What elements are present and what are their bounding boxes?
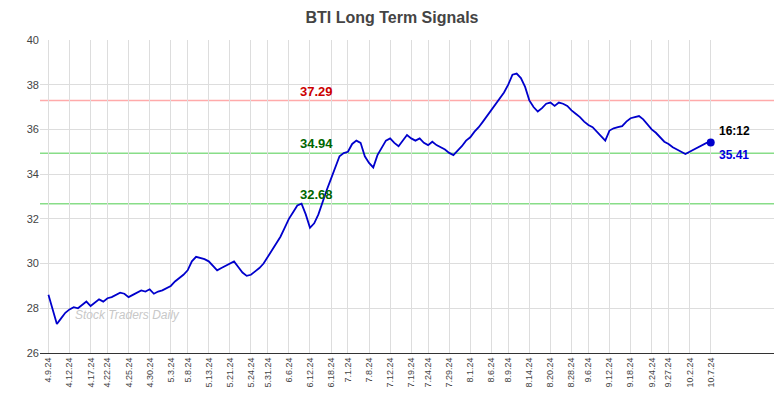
svg-text:9.24.24: 9.24.24 [647, 358, 657, 388]
svg-text:7.29.24: 7.29.24 [444, 358, 454, 388]
svg-text:4.12.24: 4.12.24 [64, 358, 74, 388]
svg-text:4.30.24: 4.30.24 [145, 358, 155, 388]
svg-text:BTI Long Term Signals: BTI Long Term Signals [305, 9, 478, 26]
svg-text:4.22.24: 4.22.24 [102, 358, 112, 388]
svg-text:6.6.24: 6.6.24 [284, 358, 294, 383]
svg-text:5.13.24: 5.13.24 [204, 358, 214, 388]
svg-text:40: 40 [27, 34, 39, 46]
svg-text:36: 36 [27, 123, 39, 135]
svg-text:8.1.24: 8.1.24 [465, 358, 475, 383]
svg-text:10.2.24: 10.2.24 [685, 358, 695, 388]
svg-text:8.6.24: 8.6.24 [486, 358, 496, 383]
svg-text:5.24.24: 5.24.24 [246, 358, 256, 388]
svg-text:5.8.24: 5.8.24 [183, 358, 193, 383]
svg-text:5.3.24: 5.3.24 [166, 358, 176, 383]
svg-text:7.19.24: 7.19.24 [406, 358, 416, 388]
svg-text:9.6.24: 9.6.24 [583, 358, 593, 383]
svg-text:8.14.24: 8.14.24 [524, 358, 534, 388]
svg-text:34.94: 34.94 [300, 136, 333, 151]
svg-text:7.12.24: 7.12.24 [385, 358, 395, 388]
svg-text:8.28.24: 8.28.24 [566, 358, 576, 388]
svg-text:Stock Traders Daily: Stock Traders Daily [75, 308, 180, 322]
svg-text:6.18.24: 6.18.24 [326, 358, 336, 388]
svg-text:28: 28 [27, 302, 39, 314]
svg-text:38: 38 [27, 79, 39, 91]
svg-text:37.29: 37.29 [300, 84, 333, 99]
svg-text:9.27.24: 9.27.24 [663, 358, 673, 388]
svg-text:8.20.24: 8.20.24 [545, 358, 555, 388]
svg-text:4.25.24: 4.25.24 [124, 358, 134, 388]
svg-text:9.18.24: 9.18.24 [625, 358, 635, 388]
svg-text:16:12: 16:12 [719, 124, 750, 138]
svg-text:34: 34 [27, 168, 39, 180]
svg-text:10.7.24: 10.7.24 [706, 358, 716, 388]
svg-text:8.9.24: 8.9.24 [503, 358, 513, 383]
svg-text:5.31.24: 5.31.24 [263, 358, 273, 388]
svg-text:26: 26 [27, 347, 39, 359]
svg-text:4.17.24: 4.17.24 [86, 358, 96, 388]
svg-text:6.12.24: 6.12.24 [305, 358, 315, 388]
svg-text:4.9.24: 4.9.24 [43, 358, 53, 383]
svg-text:32: 32 [27, 213, 39, 225]
svg-text:9.12.24: 9.12.24 [604, 358, 614, 388]
svg-text:5.21.24: 5.21.24 [225, 358, 235, 388]
svg-text:7.1.24: 7.1.24 [343, 358, 353, 383]
svg-text:35.41: 35.41 [719, 148, 749, 162]
svg-text:30: 30 [27, 257, 39, 269]
svg-text:32.68: 32.68 [300, 187, 333, 202]
svg-text:7.8.24: 7.8.24 [364, 358, 374, 383]
svg-text:7.24.24: 7.24.24 [423, 358, 433, 388]
